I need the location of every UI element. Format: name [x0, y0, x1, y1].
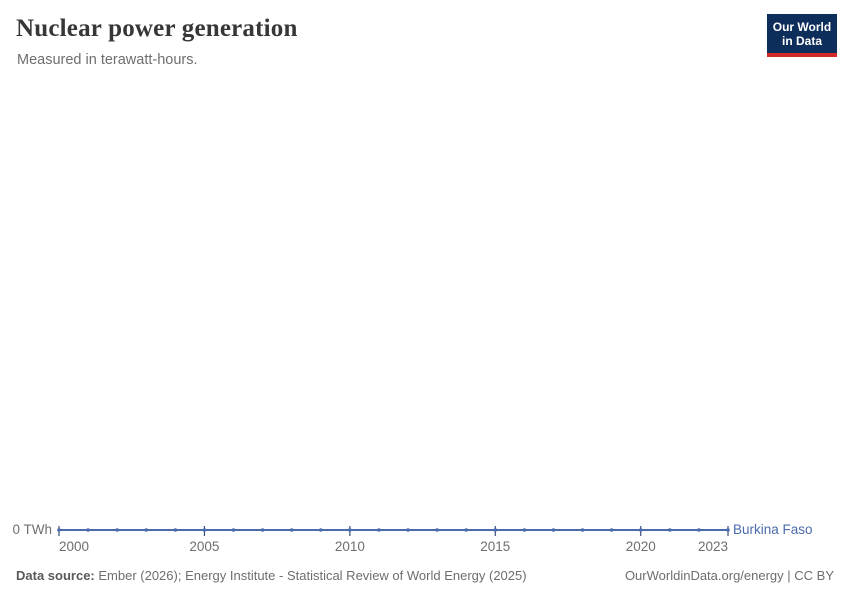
data-point-marker[interactable] [377, 528, 381, 532]
data-source-text: Ember (2026); Energy Institute - Statist… [94, 568, 527, 583]
data-point-marker[interactable] [609, 528, 614, 532]
data-point-marker[interactable] [406, 528, 410, 532]
data-point-marker[interactable] [202, 528, 207, 532]
x-axis-tick-label: 2005 [189, 539, 219, 554]
data-point-marker[interactable] [144, 528, 149, 532]
x-axis-tick-label: 2010 [335, 539, 365, 554]
x-axis-tick-label: 2020 [626, 539, 656, 554]
data-point-marker[interactable] [86, 528, 90, 532]
data-point-marker[interactable] [697, 528, 701, 532]
chart-footer: Data source: Ember (2026); Energy Instit… [16, 568, 834, 583]
data-point-marker[interactable] [522, 528, 527, 532]
data-point-marker[interactable] [638, 528, 643, 532]
data-point-marker[interactable] [348, 528, 352, 532]
x-axis-tick-label: 2023 [698, 539, 728, 554]
line-chart-canvas[interactable]: 0 TWh 2000 2005 2010 2015 2020 2023 Burkina Fas… [0, 500, 850, 560]
data-source-label: Data source: [16, 568, 95, 583]
data-point-marker[interactable] [115, 528, 119, 532]
chart-title: Nuclear power generation [16, 15, 298, 42]
data-point-marker[interactable] [260, 528, 265, 532]
data-point-marker[interactable] [493, 528, 498, 532]
owid-url-license-link[interactable]: OurWorldinData.org/energy | CC BY [624, 568, 834, 583]
chart-subtitle: Measured in terawatt-hours. [17, 52, 198, 68]
owid-logo-line2: in Data [781, 33, 822, 48]
data-point-marker[interactable] [435, 528, 439, 532]
owid-logo: Our World in Data [767, 14, 837, 57]
x-axis-tick-label: 2015 [480, 539, 510, 554]
data-point-marker[interactable] [231, 528, 236, 532]
data-point-marker[interactable] [551, 528, 556, 532]
data-point-marker[interactable] [289, 528, 294, 532]
chart-axis-area: 0 TWh 2000 2005 2010 2015 2020 2023 Burkina Fas… [0, 500, 850, 560]
entity-label[interactable]: Burkina Faso [733, 522, 813, 537]
data-point-marker[interactable] [173, 528, 178, 532]
x-axis-tick-label: 2000 [59, 539, 89, 554]
data-point-marker[interactable] [668, 528, 672, 532]
data-point-marker[interactable] [580, 528, 585, 532]
data-point-marker[interactable] [464, 528, 469, 532]
y-axis-zero-label: 0 TWh [12, 522, 52, 537]
owid-logo-line1: Our World [772, 19, 832, 34]
data-point-marker[interactable] [57, 528, 61, 532]
data-point-marker[interactable] [318, 528, 323, 532]
data-source-note: Data source: Ember (2026); Energy Instit… [16, 568, 527, 583]
data-point-marker[interactable] [726, 528, 730, 532]
